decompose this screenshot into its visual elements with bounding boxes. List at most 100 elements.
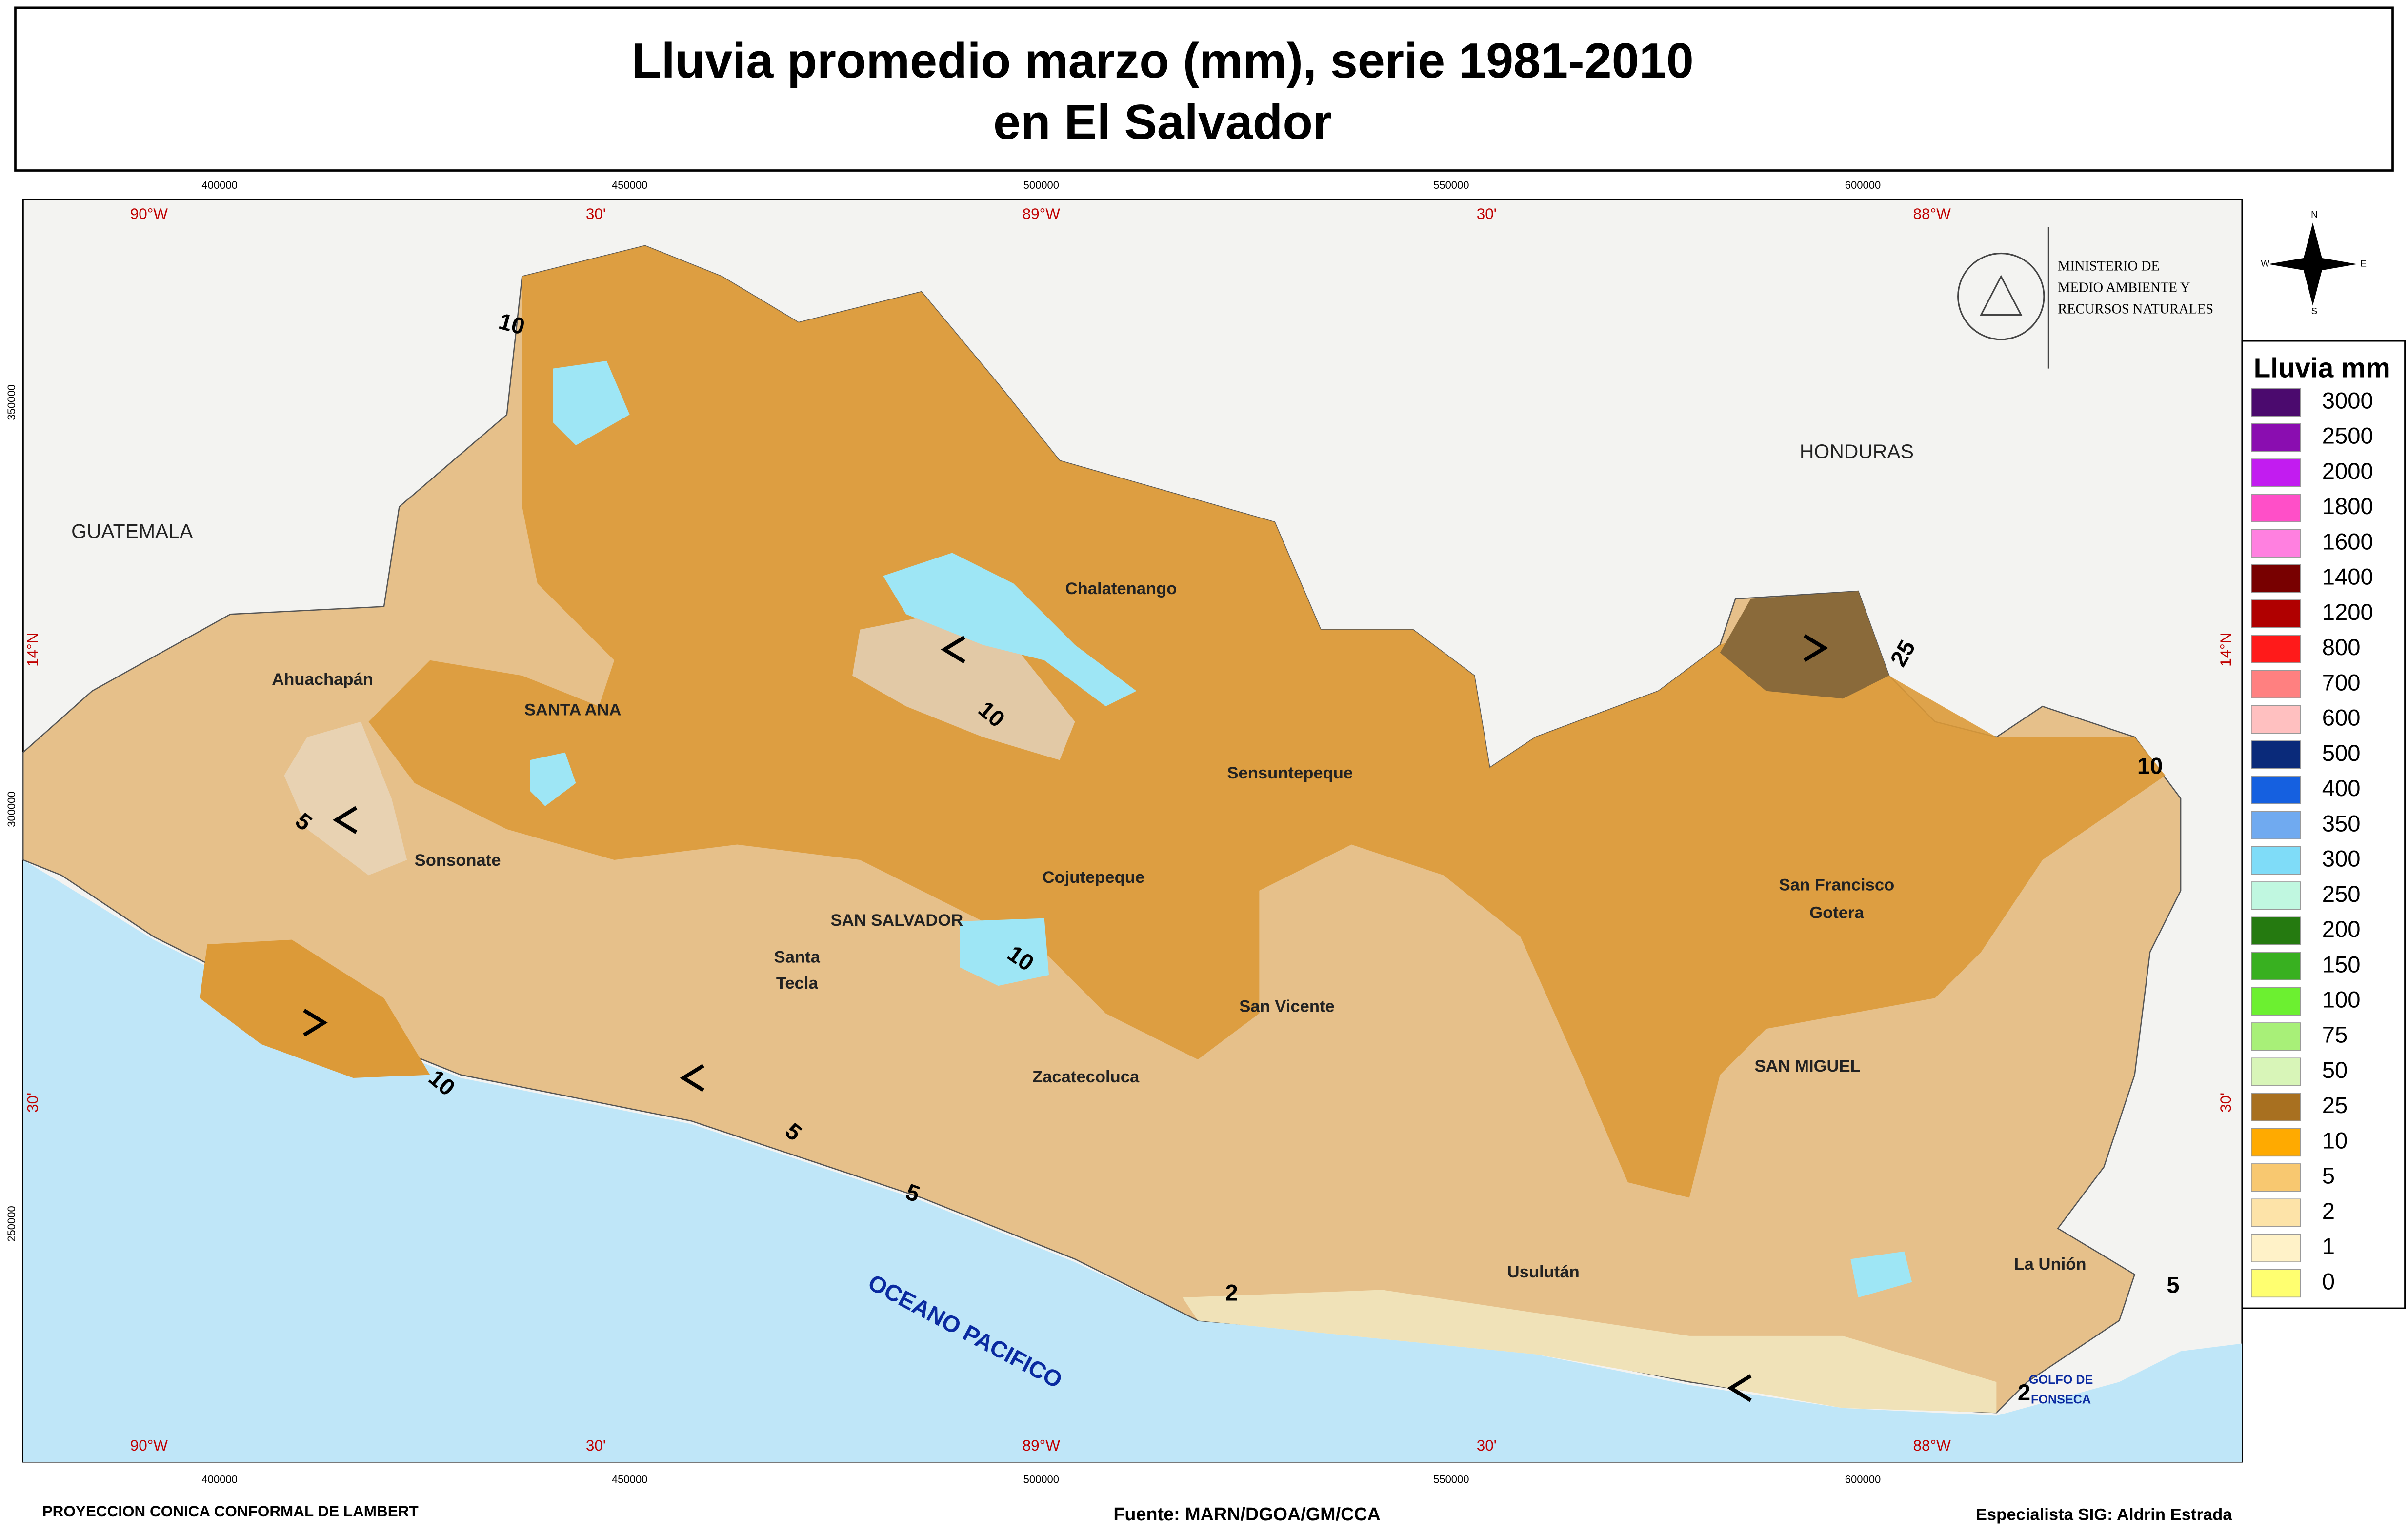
compass-letter: S [2311, 306, 2318, 317]
easting-label: 450000 [612, 179, 647, 191]
legend-swatch [2251, 1022, 2301, 1051]
place-name: Usulután [1507, 1263, 1580, 1281]
compass-letter: E [2360, 259, 2367, 269]
place-name: GOLFO DE [2029, 1373, 2093, 1387]
zone-10 [200, 939, 430, 1078]
compass-letter: N [2311, 210, 2318, 220]
legend-swatch [2251, 987, 2301, 1016]
legend-label: 1800 [2322, 494, 2373, 519]
legend-label: 200 [2322, 916, 2361, 942]
compass [2268, 222, 2358, 306]
contour-label: 2 [2018, 1380, 2030, 1406]
place-name: Cojutepeque [1043, 868, 1145, 887]
chevrons [303, 634, 1828, 1402]
legend-swatch [2251, 952, 2301, 980]
place-name: Ahuachapán [272, 670, 373, 689]
easting-label: 500000 [1023, 1474, 1059, 1486]
legend-swatch [2251, 1093, 2301, 1121]
legend-label: 300 [2322, 846, 2361, 872]
place-name: Chalatenango [1065, 579, 1177, 598]
longitude-label: 30' [586, 205, 606, 222]
ocean [23, 859, 2243, 1462]
place-name: SAN SALVADOR [831, 911, 963, 930]
footer: Fuente: MARN/DGOA/GM/CCA [1113, 1504, 1381, 1525]
legend-swatch [2251, 1234, 2301, 1262]
institution: MINISTERIO DE [2058, 259, 2160, 274]
legend-label: 2 [2322, 1198, 2335, 1224]
longitude-label: 88°W [1913, 1437, 1951, 1454]
legend-swatch [2251, 1128, 2301, 1157]
legend-swatch [2251, 846, 2301, 875]
zone-5 [284, 721, 407, 876]
latitude-label: 14°N [24, 633, 41, 667]
legend-swatch [2251, 423, 2301, 452]
place-name: GUATEMALA [71, 520, 193, 542]
legend-label: 75 [2322, 1022, 2348, 1048]
easting-label: 550000 [1433, 179, 1469, 191]
legend-swatch [2251, 1269, 2301, 1298]
contour-label: 5 [2167, 1273, 2179, 1298]
title: en El Salvador [993, 95, 1332, 150]
legend-label: 800 [2322, 635, 2361, 660]
legend-label: 50 [2322, 1057, 2348, 1083]
zone-2 [1182, 1290, 1997, 1413]
legend-label: 10 [2322, 1128, 2348, 1154]
place-name: SANTA ANA [524, 701, 622, 719]
legend-label: 100 [2322, 987, 2361, 1013]
longitude-label: 30' [586, 1437, 606, 1454]
legend-swatch [2251, 1163, 2301, 1192]
zone-10 [368, 245, 2166, 1198]
legend-label: 2000 [2322, 458, 2373, 484]
legend-label: 150 [2322, 952, 2361, 977]
easting-label: 550000 [1433, 1474, 1469, 1486]
legend-swatch [2251, 494, 2301, 522]
latitude-label: 30' [24, 1093, 41, 1113]
place-name: Tecla [776, 974, 819, 993]
northing-label: 350000 [5, 384, 18, 420]
legend-label: 500 [2322, 740, 2361, 766]
easting-label: 400000 [201, 179, 237, 191]
legend-title: Lluvia mm [2254, 353, 2390, 384]
title-box [14, 6, 2394, 172]
place-name: San Francisco [1779, 876, 1895, 895]
place-name: SAN MIGUEL [1755, 1057, 1861, 1076]
legend-label: 350 [2322, 811, 2361, 837]
longitude-label: 89°W [1023, 205, 1061, 222]
compass-letter: W [2261, 259, 2269, 269]
legend-label: 5 [2322, 1163, 2335, 1189]
legend-label: 1 [2322, 1234, 2335, 1259]
zone-5 [852, 614, 1075, 760]
longitude-label: 88°W [1913, 205, 1951, 222]
place-name: Sonsonate [415, 851, 501, 870]
easting-label: 600000 [1845, 1474, 1881, 1486]
legend-swatch [2251, 564, 2301, 593]
latitude-label: 30' [2217, 1093, 2234, 1113]
emblem [1957, 227, 2049, 369]
legend-swatch [2251, 740, 2301, 769]
place-name: Sensuntepeque [1227, 764, 1353, 782]
easting-label: 500000 [1023, 179, 1059, 191]
contour-label: 10 [2137, 754, 2163, 779]
longitude-label: 30' [1477, 205, 1497, 222]
legend-swatch [2251, 916, 2301, 945]
legend-swatch [2251, 670, 2301, 698]
easting-label: 400000 [201, 1474, 237, 1486]
legend-label: 600 [2322, 705, 2361, 731]
title: Lluvia promedio marzo (mm), serie 1981-2… [631, 34, 1694, 88]
place-name: FONSECA [2031, 1393, 2091, 1407]
institution: RECURSOS NATURALES [2058, 301, 2213, 317]
legend-swatch [2251, 599, 2301, 628]
place-name: La Unión [2014, 1255, 2087, 1274]
latitude-label: 14°N [2217, 633, 2234, 667]
longitude-label: 90°W [130, 205, 168, 222]
legend-swatch [2251, 458, 2301, 487]
northing-label: 300000 [5, 791, 18, 827]
contour-label: 2 [1225, 1280, 1238, 1306]
longitude-label: 89°W [1023, 1437, 1061, 1454]
legend-label: 25 [2322, 1093, 2348, 1118]
legend-swatch [2251, 1198, 2301, 1227]
legend-label: 1600 [2322, 529, 2373, 555]
place-name: HONDURAS [1800, 440, 1914, 463]
longitude-label: 90°W [130, 1437, 168, 1454]
